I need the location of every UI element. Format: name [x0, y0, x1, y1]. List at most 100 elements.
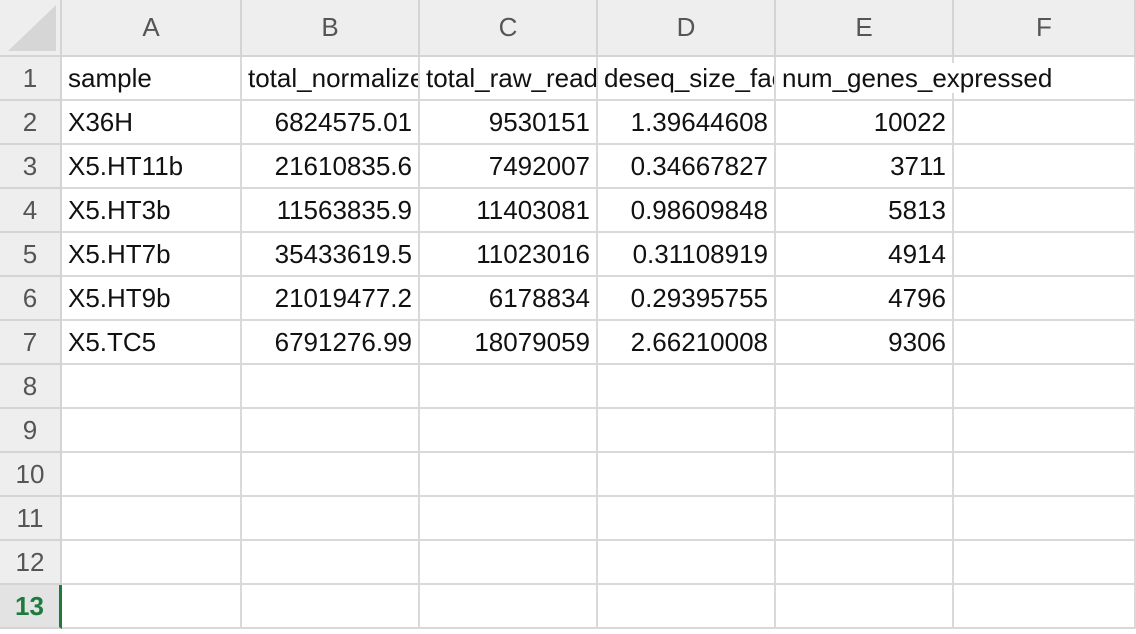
cell-d13[interactable]: [598, 585, 776, 629]
cell-b10[interactable]: [242, 453, 420, 497]
cell-a3[interactable]: X5.HT11b: [62, 145, 242, 189]
column-header-a[interactable]: A: [62, 0, 242, 57]
cell-e3[interactable]: 3711: [776, 145, 954, 189]
row-header-10[interactable]: 10: [0, 453, 62, 497]
column-header-f[interactable]: F: [954, 0, 1136, 57]
cell-c5[interactable]: 11023016: [420, 233, 598, 277]
cell-d12[interactable]: [598, 541, 776, 585]
cell-b9[interactable]: [242, 409, 420, 453]
cell-e12[interactable]: [776, 541, 954, 585]
cell-a11[interactable]: [62, 497, 242, 541]
cell-c13[interactable]: [420, 585, 598, 629]
row-header-6[interactable]: 6: [0, 277, 62, 321]
cell-e11[interactable]: [776, 497, 954, 541]
cell-f4[interactable]: [954, 189, 1136, 233]
cell-b4[interactable]: 11563835.9: [242, 189, 420, 233]
cell-c2[interactable]: 9530151: [420, 101, 598, 145]
cell-a2[interactable]: X36H: [62, 101, 242, 145]
row-header-1[interactable]: 1: [0, 57, 62, 101]
cell-c9[interactable]: [420, 409, 598, 453]
cell-f1[interactable]: [954, 57, 1136, 101]
cell-e5[interactable]: 4914: [776, 233, 954, 277]
cell-c3[interactable]: 7492007: [420, 145, 598, 189]
cell-c7[interactable]: 18079059: [420, 321, 598, 365]
cell-f6[interactable]: [954, 277, 1136, 321]
row-header-13[interactable]: 13: [0, 585, 62, 629]
cell-d8[interactable]: [598, 365, 776, 409]
row-header-3[interactable]: 3: [0, 145, 62, 189]
cell-value: 6824575.01: [274, 107, 412, 137]
cell-d7[interactable]: 2.66210008: [598, 321, 776, 365]
cell-f9[interactable]: [954, 409, 1136, 453]
cell-d10[interactable]: [598, 453, 776, 497]
cell-d3[interactable]: 0.34667827: [598, 145, 776, 189]
cell-a5[interactable]: X5.HT7b: [62, 233, 242, 277]
cell-f12[interactable]: [954, 541, 1136, 585]
cell-d1[interactable]: deseq_size_factor: [598, 57, 776, 101]
cell-e10[interactable]: [776, 453, 954, 497]
cell-a1[interactable]: sample: [62, 57, 242, 101]
row-header-4[interactable]: 4: [0, 189, 62, 233]
cell-d5[interactable]: 0.31108919: [598, 233, 776, 277]
cell-a13[interactable]: [62, 585, 242, 629]
cell-b7[interactable]: 6791276.99: [242, 321, 420, 365]
cell-d6[interactable]: 0.29395755: [598, 277, 776, 321]
cell-b12[interactable]: [242, 541, 420, 585]
cell-c6[interactable]: 6178834: [420, 277, 598, 321]
row-header-5[interactable]: 5: [0, 233, 62, 277]
cell-d2[interactable]: 1.39644608: [598, 101, 776, 145]
row-header-7[interactable]: 7: [0, 321, 62, 365]
cell-f5[interactable]: [954, 233, 1136, 277]
cell-b8[interactable]: [242, 365, 420, 409]
cell-a4[interactable]: X5.HT3b: [62, 189, 242, 233]
row-header-12[interactable]: 12: [0, 541, 62, 585]
cell-b1[interactable]: total_normalized_reads: [242, 57, 420, 101]
cell-a9[interactable]: [62, 409, 242, 453]
cell-a12[interactable]: [62, 541, 242, 585]
select-all-corner[interactable]: [0, 0, 62, 57]
cell-e8[interactable]: [776, 365, 954, 409]
cell-c8[interactable]: [420, 365, 598, 409]
cell-f11[interactable]: [954, 497, 1136, 541]
cell-f13[interactable]: [954, 585, 1136, 629]
column-header-b[interactable]: B: [242, 0, 420, 57]
cell-a7[interactable]: X5.TC5: [62, 321, 242, 365]
cell-a10[interactable]: [62, 453, 242, 497]
cell-b6[interactable]: 21019477.2: [242, 277, 420, 321]
cell-a6[interactable]: X5.HT9b: [62, 277, 242, 321]
cell-e9[interactable]: [776, 409, 954, 453]
cell-b5[interactable]: 35433619.5: [242, 233, 420, 277]
cell-e7[interactable]: 9306: [776, 321, 954, 365]
cell-d4[interactable]: 0.98609848: [598, 189, 776, 233]
cell-e13[interactable]: [776, 585, 954, 629]
cell-c1[interactable]: total_raw_reads: [420, 57, 598, 101]
cell-c4[interactable]: 11403081: [420, 189, 598, 233]
row-header-9[interactable]: 9: [0, 409, 62, 453]
cell-e1[interactable]: num_genes_expressed: [776, 57, 1055, 101]
cell-c11[interactable]: [420, 497, 598, 541]
cell-a8[interactable]: [62, 365, 242, 409]
column-header-e[interactable]: E: [776, 0, 954, 57]
cell-e6[interactable]: 4796: [776, 277, 954, 321]
cell-b2[interactable]: 6824575.01: [242, 101, 420, 145]
cell-d9[interactable]: [598, 409, 776, 453]
cell-b13[interactable]: [242, 585, 420, 629]
cell-b11[interactable]: [242, 497, 420, 541]
column-header-c[interactable]: C: [420, 0, 598, 57]
cell-f10[interactable]: [954, 453, 1136, 497]
cell-e2[interactable]: 10022: [776, 101, 954, 145]
cell-f8[interactable]: [954, 365, 1136, 409]
cell-f2[interactable]: [954, 101, 1136, 145]
cell-b3[interactable]: 21610835.6: [242, 145, 420, 189]
cell-c10[interactable]: [420, 453, 598, 497]
row-header-11[interactable]: 11: [0, 497, 62, 541]
row-header-2[interactable]: 2: [0, 101, 62, 145]
cell-d11[interactable]: [598, 497, 776, 541]
cell-c12[interactable]: [420, 541, 598, 585]
cell-f3[interactable]: [954, 145, 1136, 189]
cell-f7[interactable]: [954, 321, 1136, 365]
cell-e4[interactable]: 5813: [776, 189, 954, 233]
row-header-8[interactable]: 8: [0, 365, 62, 409]
column-header-d[interactable]: D: [598, 0, 776, 57]
